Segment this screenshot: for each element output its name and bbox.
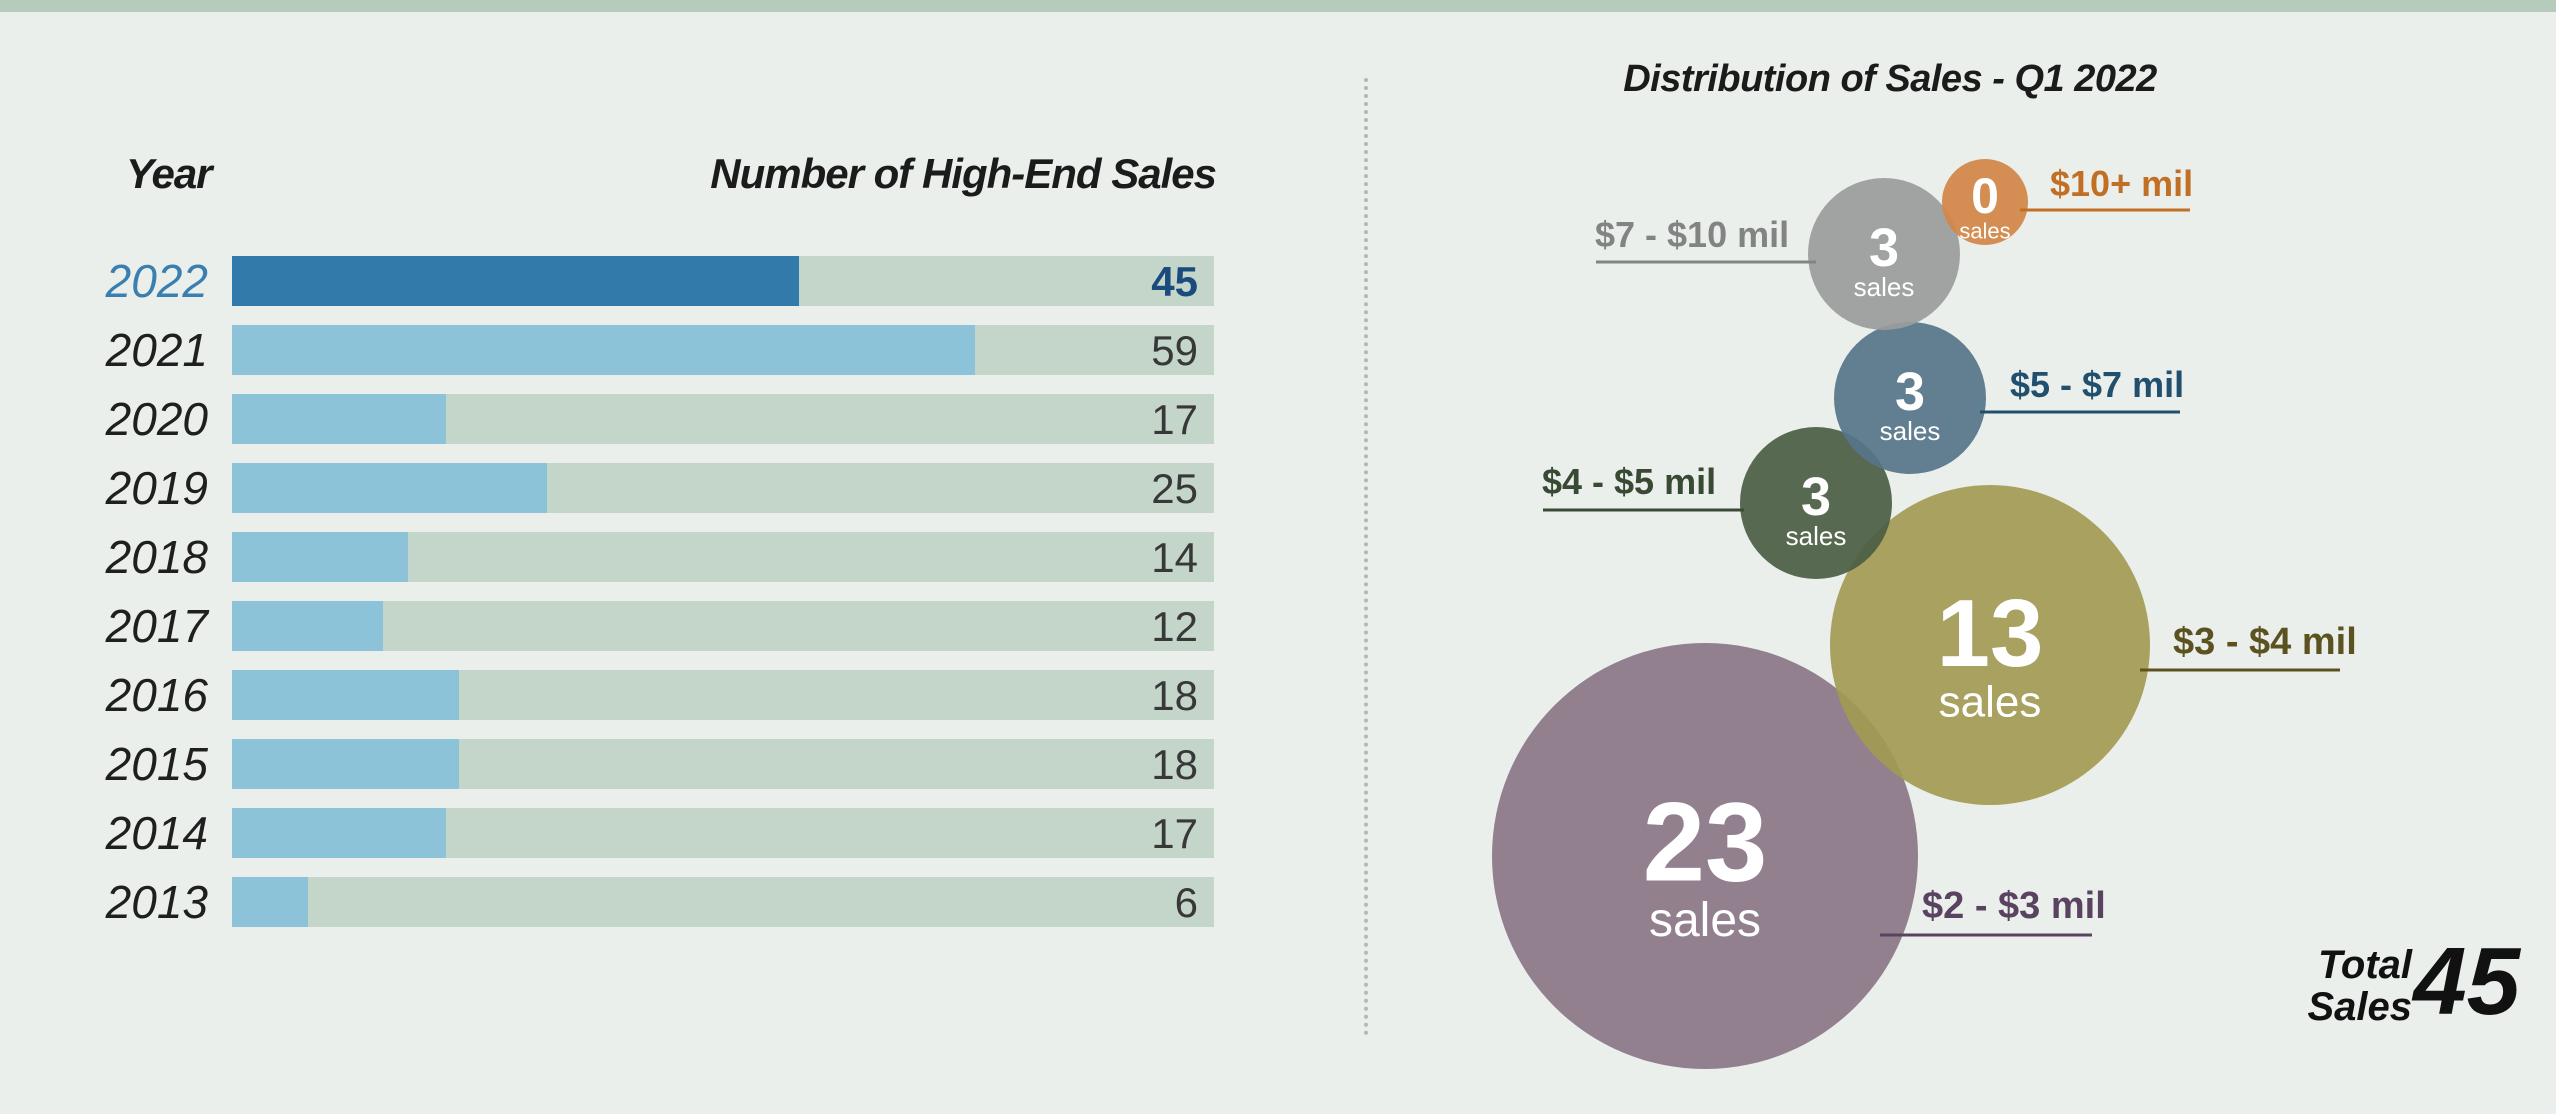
range-label-4-5-mil: $4 - $5 mil xyxy=(1542,461,1716,502)
bar-2015 xyxy=(232,739,459,789)
bar-value-2013: 6 xyxy=(1174,879,1198,926)
bar-row-2022: 2022 45 xyxy=(0,256,1300,306)
bar-track-2022: 45 xyxy=(232,256,1214,306)
year-label-2022: 2022 xyxy=(105,255,208,307)
bubble-3-4-mil xyxy=(1830,485,2150,805)
bar-row-2013: 2013 6 xyxy=(0,877,1300,927)
bar-track-2013: 6 xyxy=(232,877,1214,927)
bubble-count-4-5-mil: 3 xyxy=(1801,467,1831,527)
bar-2017 xyxy=(232,601,383,651)
sales-column-header: Number of High-End Sales xyxy=(710,150,1217,197)
bottom-accent-bar xyxy=(0,1114,2556,1118)
year-label-2021: 2021 xyxy=(105,324,208,376)
year-column-header: Year xyxy=(126,150,213,197)
bar-track-2018: 14 xyxy=(232,532,1214,582)
bubble-unit-3-4-mil: sales xyxy=(1939,678,2042,727)
bar-value-2021: 59 xyxy=(1151,327,1198,374)
bubble-4-5-mil xyxy=(1740,427,1892,579)
total-sales-label-line2: Sales xyxy=(2307,985,2412,1029)
bubble-10-mil xyxy=(1942,159,2028,245)
total-sales-label-line1: Total xyxy=(2317,943,2412,987)
bubble-count-10-mil: 0 xyxy=(1971,168,1999,224)
year-label-2019: 2019 xyxy=(105,462,208,514)
range-label-2-3-mil: $2 - $3 mil xyxy=(1922,885,2106,927)
bar-2020 xyxy=(232,394,446,444)
bar-row-2014: 2014 17 xyxy=(0,808,1300,858)
bubble-unit-7-10-mil: sales xyxy=(1854,272,1915,302)
bar-track-2017: 12 xyxy=(232,601,1214,651)
bar-value-2016: 18 xyxy=(1151,672,1198,719)
bar-row-2020: 2020 17 xyxy=(0,394,1300,444)
bar-value-2017: 12 xyxy=(1151,603,1198,650)
bar-2016 xyxy=(232,670,459,720)
bubble-count-2-3-mil: 23 xyxy=(1643,780,1768,905)
sales-distribution-bubble-chart: Distribution of Sales - Q1 2022 23 sales 1… xyxy=(1380,0,2556,1118)
bubble-5-7-mil xyxy=(1834,322,1986,474)
bubble-unit-5-7-mil: sales xyxy=(1880,416,1941,446)
bar-value-2019: 25 xyxy=(1151,465,1198,512)
bar-row-2018: 2018 14 xyxy=(0,532,1300,582)
bar-row-2016: 2016 18 xyxy=(0,670,1300,720)
bar-2018 xyxy=(232,532,408,582)
bubble-unit-10-mil: sales xyxy=(1959,218,2010,243)
year-label-2018: 2018 xyxy=(105,531,208,583)
bubble-7-10-mil xyxy=(1808,178,1960,330)
bubble-count-3-4-mil: 13 xyxy=(1937,580,2044,687)
bar-value-2015: 18 xyxy=(1151,741,1198,788)
bar-value-2022: 45 xyxy=(1151,258,1198,305)
year-label-2014: 2014 xyxy=(105,807,208,859)
year-label-2017: 2017 xyxy=(105,600,208,652)
year-label-2020: 2020 xyxy=(105,393,208,445)
high-end-sales-bar-chart: Year Number of High-End Sales 2022 45 2021… xyxy=(0,150,1300,927)
range-label-5-7-mil: $5 - $7 mil xyxy=(2010,364,2184,405)
bar-value-2020: 17 xyxy=(1151,396,1198,443)
bar-2019 xyxy=(232,463,547,513)
year-label-2016: 2016 xyxy=(105,669,208,721)
bar-value-2014: 17 xyxy=(1151,810,1198,857)
bar-track-2019: 25 xyxy=(232,463,1214,513)
bar-track-2014: 17 xyxy=(232,808,1214,858)
bubble-2-3-mil xyxy=(1492,643,1918,1069)
total-sales-value: 45 xyxy=(2413,928,2520,1035)
top-accent-bar xyxy=(0,0,2556,12)
year-label-2015: 2015 xyxy=(105,738,208,790)
bar-row-2021: 2021 59 xyxy=(0,325,1300,375)
bar-row-2019: 2019 25 xyxy=(0,463,1300,513)
range-label-10-mil: $10+ mil xyxy=(2050,163,2193,204)
range-label-7-10-mil: $7 - $10 mil xyxy=(1595,214,1789,255)
bar-2013 xyxy=(232,877,308,927)
bar-track-2015: 18 xyxy=(232,739,1214,789)
bar-track-2021: 59 xyxy=(232,325,1214,375)
bubble-unit-2-3-mil: sales xyxy=(1649,894,1761,947)
range-label-3-4-mil: $3 - $4 mil xyxy=(2173,621,2357,663)
bar-value-2018: 14 xyxy=(1151,534,1198,581)
bubble-chart-title: Distribution of Sales - Q1 2022 xyxy=(1623,58,2157,100)
bar-2014 xyxy=(232,808,446,858)
bar-track-2020: 17 xyxy=(232,394,1214,444)
bar-2022 xyxy=(232,256,799,306)
bubble-count-5-7-mil: 3 xyxy=(1895,362,1925,422)
total-sales: Total Sales 45 xyxy=(2180,932,2520,1040)
bar-row-2017: 2017 12 xyxy=(0,601,1300,651)
bubble-count-7-10-mil: 3 xyxy=(1869,218,1899,278)
bar-row-2015: 2015 18 xyxy=(0,739,1300,789)
bubble-chart-svg: 23sales13sales3sales3sales3sales0sales$1… xyxy=(1492,159,2357,1069)
year-label-2013: 2013 xyxy=(105,876,208,928)
bar-track-2016: 18 xyxy=(232,670,1214,720)
total-sales-label: Total Sales xyxy=(2307,944,2412,1028)
bar-2021 xyxy=(232,325,975,375)
bubble-unit-4-5-mil: sales xyxy=(1786,521,1847,551)
panel-divider xyxy=(1364,78,1368,1036)
